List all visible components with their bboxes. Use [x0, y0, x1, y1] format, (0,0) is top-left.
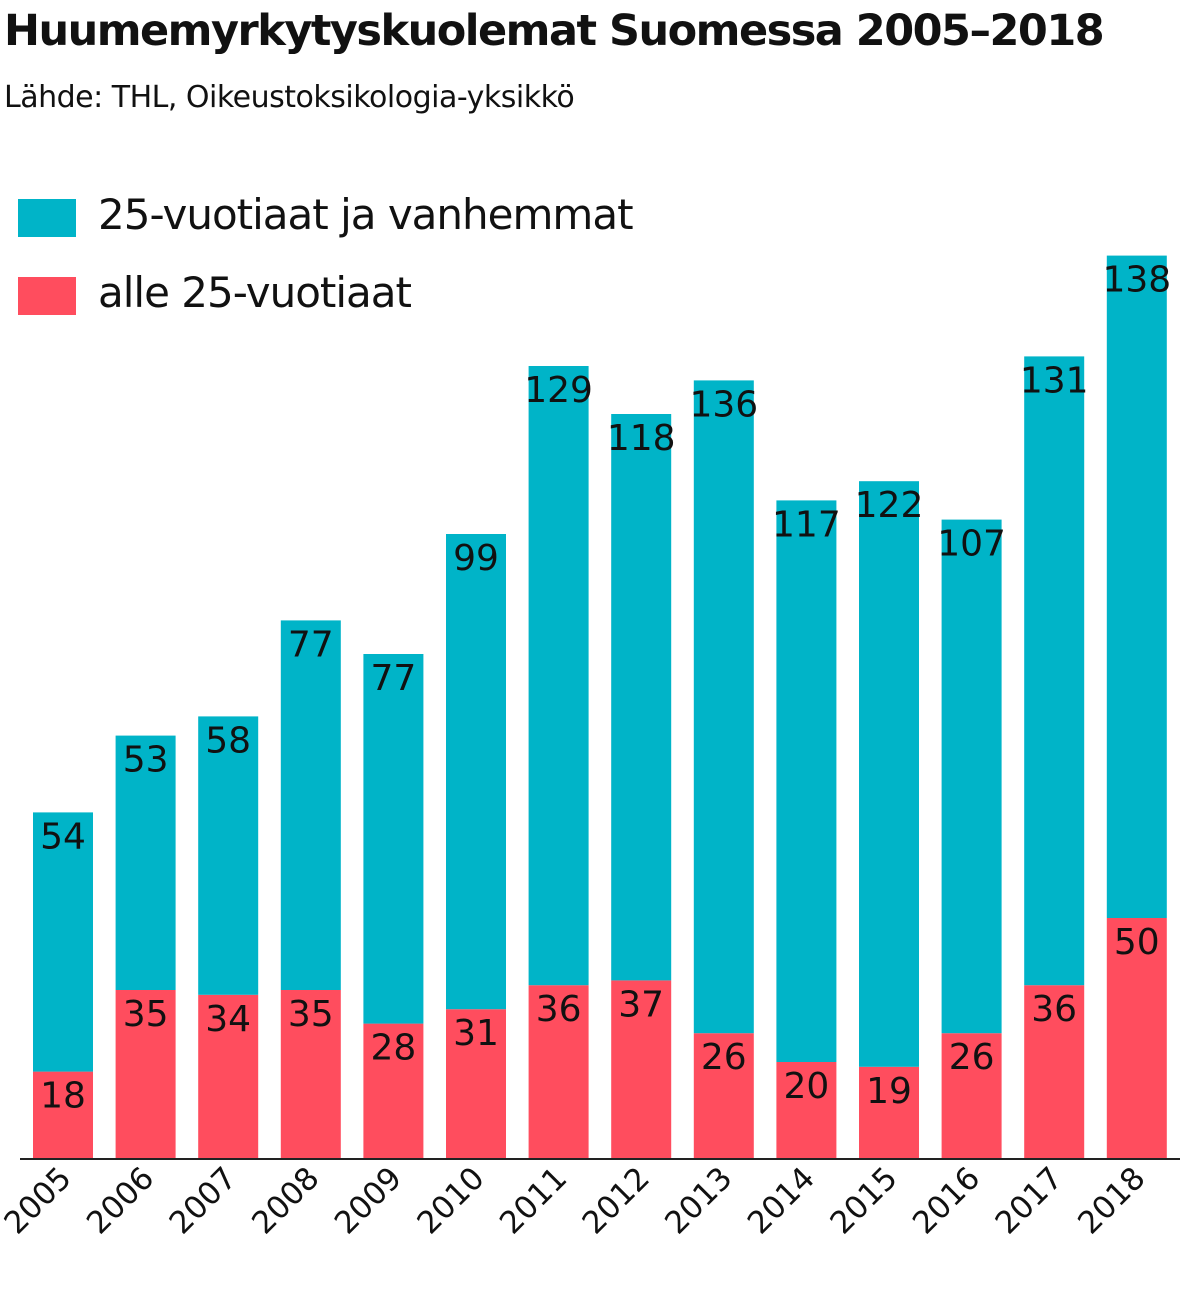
- x-tick-label-2009: 2009: [328, 1160, 409, 1241]
- bar-25-and-older-2005: [33, 812, 93, 1072]
- bar-under-25-2014: [776, 1062, 837, 1158]
- value-label-25-and-older-2015: 122: [855, 485, 924, 526]
- value-label-25-and-older-2013: 136: [689, 384, 758, 425]
- chart-subtitle: Lähde: THL, Oikeustoksikologia-yksikkö: [4, 80, 575, 115]
- x-tick-label-2010: 2010: [410, 1160, 491, 1241]
- x-tick-label-2011: 2011: [493, 1160, 574, 1241]
- value-label-under-25-2016: 26: [949, 1037, 995, 1078]
- value-label-under-25-2011: 36: [536, 989, 582, 1030]
- value-label-under-25-2009: 28: [370, 1028, 416, 1069]
- value-label-25-and-older-2006: 53: [123, 740, 169, 781]
- x-tick-label-2016: 2016: [906, 1160, 987, 1241]
- value-label-25-and-older-2007: 58: [205, 720, 251, 761]
- bar-25-and-older-2011: [528, 366, 589, 986]
- x-tick-label-2015: 2015: [823, 1160, 904, 1241]
- legend-swatch-25-and-older: [18, 199, 76, 237]
- value-label-25-and-older-2016: 107: [937, 524, 1006, 565]
- x-tick-label-2012: 2012: [576, 1160, 657, 1241]
- bar-25-and-older-2007: [198, 716, 259, 995]
- bar-25-and-older-2010: [446, 534, 506, 1010]
- legend-label-25-and-older: 25-vuotiaat ja vanhemmat: [98, 190, 634, 239]
- bar-under-25-2017: [1024, 985, 1085, 1158]
- legend-swatch-under-25: [18, 277, 76, 315]
- value-label-25-and-older-2005: 54: [40, 816, 86, 857]
- value-label-25-and-older-2012: 118: [607, 418, 676, 459]
- value-label-under-25-2017: 36: [1031, 989, 1077, 1030]
- value-label-25-and-older-2009: 77: [370, 658, 416, 699]
- value-label-under-25-2005: 18: [40, 1076, 86, 1117]
- x-tick-label-2018: 2018: [1071, 1160, 1152, 1241]
- value-label-under-25-2010: 31: [453, 1013, 499, 1054]
- value-label-25-and-older-2018: 138: [1102, 260, 1171, 301]
- x-tick-label-2006: 2006: [80, 1160, 161, 1241]
- x-tick-label-2014: 2014: [741, 1160, 822, 1241]
- bar-under-25-2016: [941, 1033, 1002, 1158]
- bar-under-25-2011: [528, 985, 589, 1158]
- bar-25-and-older-2008: [280, 620, 341, 990]
- bar-25-and-older-2013: [693, 380, 754, 1034]
- bar-under-25-2018: [1106, 918, 1167, 1158]
- value-label-under-25-2008: 35: [288, 994, 334, 1035]
- bar-under-25-2012: [611, 980, 672, 1158]
- legend-label-under-25: alle 25-vuotiaat: [98, 268, 412, 317]
- value-label-under-25-2013: 26: [701, 1037, 747, 1078]
- value-label-under-25-2006: 35: [123, 994, 169, 1035]
- bar-under-25-2013: [693, 1033, 754, 1158]
- x-tick-label-2005: 2005: [0, 1160, 79, 1241]
- value-label-25-and-older-2011: 129: [524, 370, 593, 411]
- bar-under-25-2006: [115, 990, 176, 1158]
- bar-under-25-2007: [198, 994, 259, 1158]
- value-label-25-and-older-2017: 131: [1020, 360, 1089, 401]
- x-tick-label-2007: 2007: [163, 1160, 244, 1241]
- bar-under-25-2005: [33, 1071, 93, 1158]
- bar-25-and-older-2017: [1024, 356, 1085, 986]
- value-label-25-and-older-2008: 77: [288, 624, 334, 665]
- value-label-under-25-2015: 19: [866, 1071, 912, 1112]
- bar-25-and-older-2016: [941, 519, 1002, 1034]
- bar-25-and-older-2009: [363, 654, 424, 1024]
- x-tick-label-2013: 2013: [658, 1160, 739, 1241]
- bar-under-25-2009: [363, 1023, 424, 1158]
- bar-under-25-2010: [446, 1009, 506, 1158]
- bar-25-and-older-2014: [776, 500, 837, 1062]
- bar-under-25-2015: [859, 1066, 919, 1158]
- bar-25-and-older-2018: [1106, 255, 1167, 919]
- bar-25-and-older-2006: [115, 735, 176, 990]
- value-label-under-25-2007: 34: [205, 999, 251, 1040]
- value-label-under-25-2018: 50: [1114, 922, 1160, 963]
- value-label-25-and-older-2014: 117: [772, 504, 841, 545]
- value-label-25-and-older-2010: 99: [453, 538, 499, 579]
- bar-25-and-older-2012: [611, 414, 672, 981]
- value-label-under-25-2012: 37: [618, 984, 664, 1025]
- bar-under-25-2008: [280, 990, 341, 1158]
- bar-25-and-older-2015: [859, 481, 919, 1067]
- x-tick-label-2008: 2008: [245, 1160, 326, 1241]
- chart-title: Huumemyrkytyskuolemat Suomessa 2005–2018: [4, 6, 1105, 56]
- value-label-under-25-2014: 20: [783, 1066, 829, 1107]
- x-tick-label-2017: 2017: [989, 1160, 1070, 1241]
